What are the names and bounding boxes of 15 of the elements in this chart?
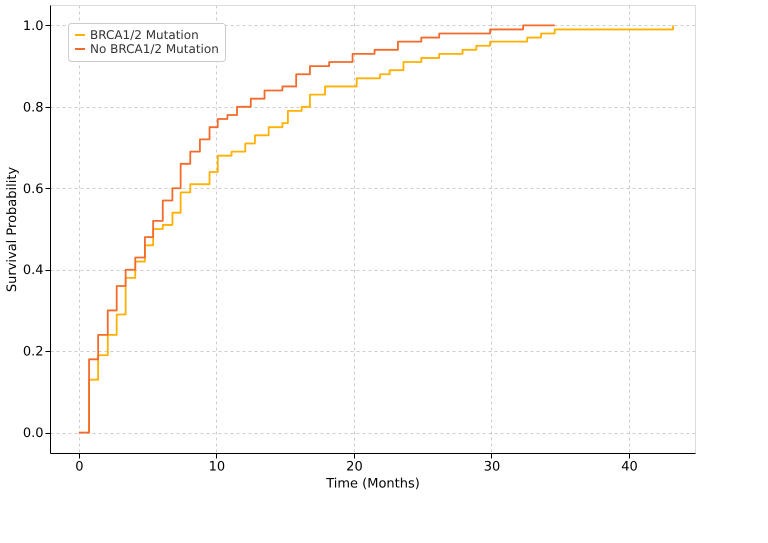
x-axis-title: Time (Months) <box>325 476 420 492</box>
y-tick-label: 0.8 <box>22 100 44 116</box>
y-tick-label: 0.6 <box>22 182 44 197</box>
x-tick-label: 20 <box>346 460 363 474</box>
y-tick-label: 0.4 <box>22 263 44 278</box>
y-tick-label: 0.2 <box>22 344 44 360</box>
legend-label: BRCA1/2 Mutation <box>90 28 199 42</box>
y-axis-title: Survival Probability <box>4 166 20 292</box>
x-tick-label: 30 <box>484 460 500 474</box>
x-tick-label: 0 <box>75 460 84 474</box>
legend-label: No BRCA1/2 Mutation <box>90 42 219 56</box>
y-tick-label: 0.0 <box>22 426 44 442</box>
x-tick-label: 40 <box>621 460 638 474</box>
y-tick-label: 1.0 <box>22 18 44 34</box>
x-tick-label: 10 <box>208 460 226 474</box>
